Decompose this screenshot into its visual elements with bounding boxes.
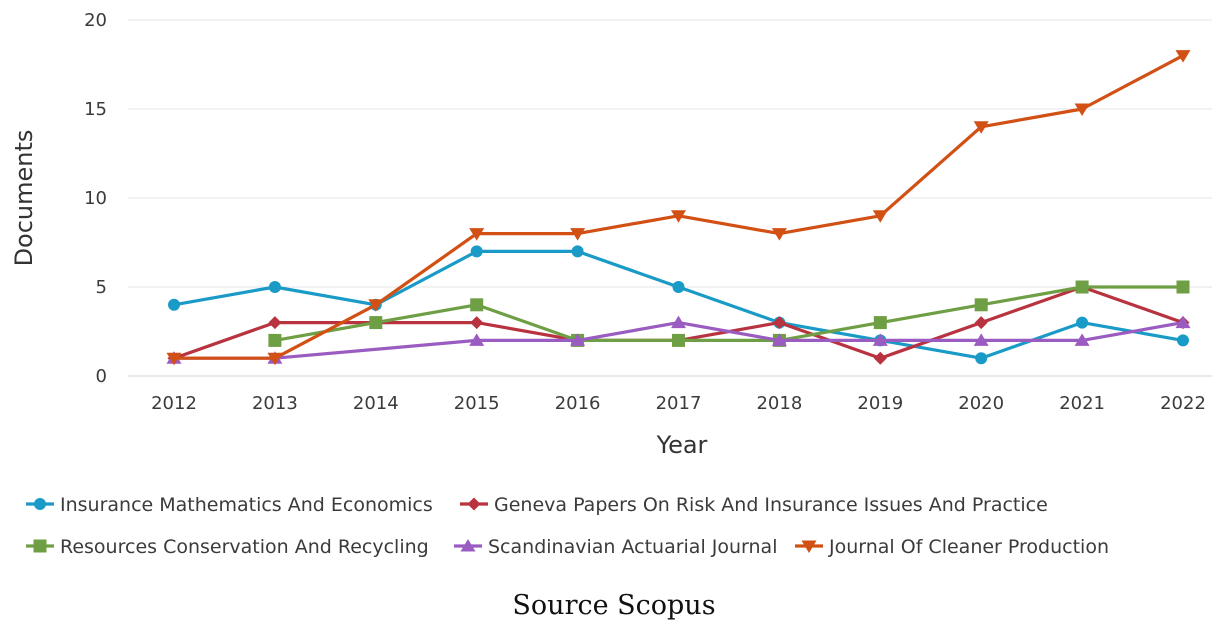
data-point	[470, 316, 484, 330]
data-point	[1074, 103, 1090, 116]
data-point	[470, 298, 484, 312]
data-point	[268, 316, 282, 330]
legend-item: Insurance Mathematics And Economics	[26, 494, 433, 516]
x-tick-label: 2013	[252, 393, 298, 414]
legend-marker	[34, 498, 46, 510]
source-caption: Source Scopus	[512, 590, 715, 621]
data-point	[872, 333, 888, 346]
legend-item: Geneva Papers On Risk And Insurance Issu…	[460, 494, 1048, 516]
data-point	[671, 315, 686, 329]
legend-label: Scandinavian Actuarial Journal	[488, 536, 777, 558]
data-point	[1175, 50, 1191, 63]
x-axis: 2012 2013 2014 2015 2016 2017 2018 2019 2020 2021…	[151, 393, 1206, 414]
x-tick-label: 2019	[857, 393, 903, 414]
data-point	[1075, 280, 1089, 294]
data-point	[570, 333, 586, 346]
legend-marker	[33, 539, 47, 553]
data-point	[1074, 333, 1090, 346]
data-point	[1076, 316, 1089, 329]
legend-marker	[460, 539, 476, 552]
series-line	[174, 54, 1184, 360]
data-point	[168, 298, 180, 311]
data-point	[571, 245, 584, 258]
data-point	[469, 333, 485, 346]
x-tick-label: 2021	[1059, 393, 1105, 414]
data-point	[672, 281, 685, 293]
data-point	[771, 228, 787, 241]
legend-item: Resources Conservation And Recycling	[26, 536, 429, 558]
series-3	[166, 315, 1191, 364]
data-point	[470, 245, 483, 258]
data-point	[672, 333, 685, 347]
data-point	[671, 210, 686, 223]
data-point	[872, 210, 888, 223]
y-axis: 0 5 10 15 20	[84, 10, 107, 387]
data-point	[975, 352, 988, 365]
grid-lines	[128, 19, 1212, 377]
legend: Insurance Mathematics And Economics Genev…	[26, 494, 1109, 558]
data-point	[268, 333, 282, 347]
x-tick-label: 2022	[1160, 393, 1206, 414]
x-tick-label: 2018	[756, 393, 802, 414]
data-point	[368, 299, 384, 312]
legend-item: Scandinavian Actuarial Journal	[454, 536, 777, 558]
y-tick-label: 20	[84, 10, 107, 31]
series-line	[174, 321, 1184, 360]
legend-item: Journal Of Cleaner Production	[795, 536, 1109, 558]
data-point	[973, 121, 989, 134]
data-point	[973, 333, 989, 346]
data-point	[570, 228, 586, 241]
legend-label: Journal Of Cleaner Production	[828, 536, 1109, 558]
data-point	[369, 316, 383, 330]
x-tick-label: 2012	[151, 393, 197, 414]
legend-label: Insurance Mathematics And Economics	[60, 494, 433, 516]
data-point	[974, 316, 988, 330]
y-tick-label: 10	[84, 188, 107, 209]
data-point	[974, 298, 988, 312]
x-tick-label: 2020	[958, 393, 1004, 414]
x-tick-label: 2015	[454, 393, 500, 414]
data-point	[268, 281, 281, 293]
data-point	[166, 352, 182, 366]
series-group	[166, 50, 1191, 366]
data-point	[873, 351, 887, 365]
legend-label: Resources Conservation And Recycling	[60, 536, 429, 558]
data-point	[1175, 315, 1191, 329]
data-point	[771, 333, 787, 346]
x-tick-label: 2017	[656, 393, 702, 414]
legend-label: Geneva Papers On Risk And Insurance Issu…	[494, 494, 1048, 516]
y-axis-title: Documents	[10, 130, 38, 267]
legend-marker	[467, 497, 481, 511]
data-point	[873, 316, 887, 330]
series-4	[166, 50, 1191, 366]
x-tick-label: 2016	[555, 393, 601, 414]
data-point	[469, 228, 485, 241]
data-point	[1176, 280, 1190, 294]
data-point	[267, 352, 283, 366]
series-2	[268, 280, 1190, 347]
y-tick-label: 15	[84, 99, 107, 120]
x-tick-label: 2014	[353, 393, 399, 414]
legend-marker	[801, 540, 817, 553]
y-tick-label: 5	[96, 277, 107, 298]
data-point	[772, 316, 786, 330]
series-line	[274, 285, 1183, 342]
x-axis-title: Year	[656, 431, 708, 459]
data-point	[1177, 334, 1189, 347]
y-tick-label: 0	[96, 366, 107, 387]
